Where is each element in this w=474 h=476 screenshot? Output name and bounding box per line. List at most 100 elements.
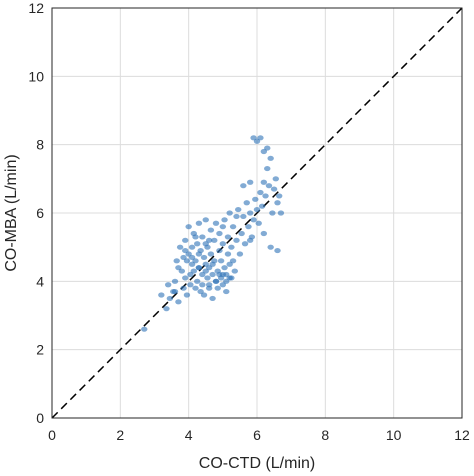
data-point	[194, 278, 201, 284]
y-axis-label: CO-MBA (L/min)	[3, 154, 20, 271]
data-point	[216, 230, 223, 237]
data-point	[178, 268, 186, 274]
y-tick-labels: 0 2 4 6 8 10 12	[28, 0, 44, 426]
data-point	[224, 234, 232, 240]
data-point	[141, 326, 148, 332]
data-point	[255, 220, 262, 226]
data-point	[269, 210, 276, 216]
data-point	[274, 247, 281, 254]
x-tick-label: 0	[48, 427, 56, 443]
data-point	[199, 234, 206, 240]
data-point	[240, 213, 247, 220]
data-point	[200, 292, 208, 298]
data-point	[223, 288, 230, 295]
data-point	[236, 251, 244, 257]
data-point	[182, 247, 189, 254]
data-point	[207, 227, 215, 233]
data-point	[214, 285, 221, 291]
data-point	[221, 265, 228, 271]
data-point	[195, 220, 203, 226]
x-tick-label: 4	[185, 427, 193, 443]
x-tick-label: 2	[116, 427, 124, 443]
data-point	[238, 230, 245, 237]
y-tick-label: 2	[36, 342, 44, 358]
data-point	[199, 282, 206, 288]
data-point	[171, 278, 179, 284]
data-point	[246, 237, 254, 243]
x-tick-label: 12	[454, 427, 470, 443]
data-point	[175, 299, 182, 305]
data-point	[240, 183, 247, 189]
y-tick-label: 0	[36, 410, 44, 426]
data-point	[204, 275, 211, 281]
data-point	[260, 179, 268, 185]
data-point	[257, 135, 264, 141]
data-point	[183, 258, 191, 264]
data-point	[192, 285, 199, 291]
data-point	[224, 251, 232, 257]
data-point	[258, 203, 266, 209]
x-tick-label: 8	[321, 427, 329, 443]
y-tick-label: 12	[28, 0, 44, 16]
data-point	[207, 251, 215, 257]
data-point	[223, 278, 230, 284]
data-point	[192, 234, 199, 240]
data-point	[212, 278, 220, 284]
data-point	[267, 155, 274, 161]
data-point	[166, 295, 174, 302]
x-axis-label: CO-CTD (L/min)	[199, 455, 315, 472]
data-point	[231, 268, 238, 274]
data-point	[257, 189, 264, 196]
data-point	[245, 224, 252, 230]
y-tick-label: 4	[36, 273, 44, 289]
data-point	[182, 275, 189, 281]
data-point	[217, 258, 225, 264]
reference-line	[51, 7, 463, 419]
data-point	[260, 230, 268, 237]
data-point	[202, 217, 209, 223]
x-tick-label: 6	[253, 427, 261, 443]
data-point	[195, 251, 203, 257]
data-point	[211, 237, 218, 243]
data-point	[262, 193, 269, 199]
data-point	[216, 247, 223, 254]
data-point	[200, 254, 208, 261]
data-point	[195, 265, 203, 271]
data-point	[205, 285, 213, 291]
data-point	[212, 220, 220, 226]
data-point	[194, 241, 201, 247]
data-point	[171, 288, 179, 295]
data-point	[270, 186, 278, 192]
identity-reference-line	[51, 7, 463, 419]
data-point	[205, 237, 213, 243]
data-point	[264, 165, 271, 172]
data-point	[228, 244, 235, 250]
data-point	[219, 241, 227, 247]
data-point	[267, 244, 274, 250]
data-point	[219, 224, 227, 230]
data-point	[187, 282, 194, 288]
y-tick-label: 8	[36, 137, 44, 153]
data-point	[180, 285, 187, 291]
data-point	[209, 261, 216, 267]
data-point	[274, 200, 281, 206]
data-point	[221, 217, 228, 223]
data-point	[209, 271, 216, 278]
data-point	[250, 217, 257, 223]
data-point	[188, 244, 196, 250]
data-point	[252, 196, 259, 202]
data-points	[141, 135, 285, 332]
data-point	[226, 210, 233, 216]
data-point	[182, 237, 189, 243]
data-point	[253, 206, 261, 213]
data-point	[246, 179, 254, 185]
data-point	[209, 295, 216, 302]
data-point	[265, 183, 273, 189]
data-point	[276, 193, 283, 199]
data-point	[202, 268, 209, 274]
data-point	[188, 254, 196, 261]
data-point	[164, 282, 172, 288]
data-point	[233, 213, 240, 220]
data-point	[216, 271, 223, 278]
